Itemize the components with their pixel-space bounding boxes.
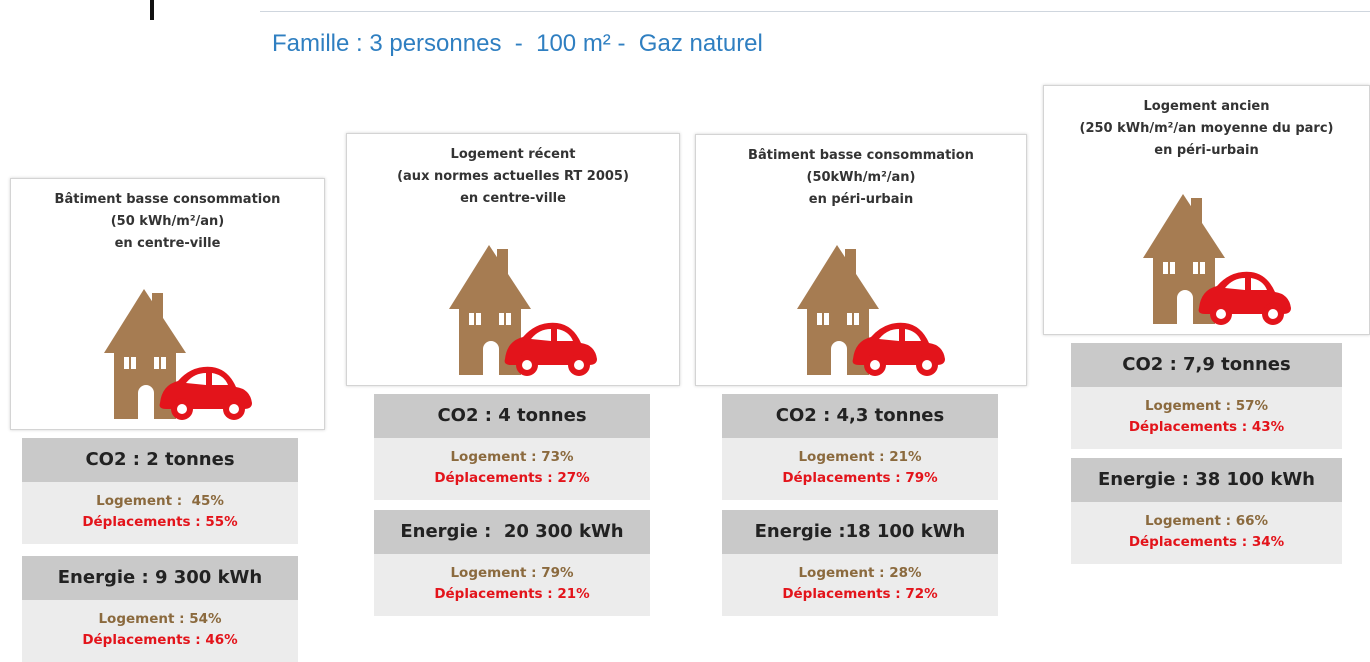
card-label: Bâtiment basse consommation (50 kWh/m²/an… — [11, 189, 324, 255]
co2-header: CO2 : 2 tonnes — [22, 438, 298, 482]
card: Bâtiment basse consommation (50 kWh/m²/an… — [10, 178, 325, 430]
energie-header: Energie : 9 300 kWh — [22, 556, 298, 600]
energie-block: Energie : 38 100 kWh Logement : 66% Déplac… — [1071, 458, 1342, 564]
deplacements-share: Déplacements : 34% — [1128, 534, 1285, 550]
label-line: en péri-urbain — [1154, 143, 1259, 158]
page-title: Famille : 3 personnes - 100 m² - Gaz nat… — [272, 30, 763, 57]
deplacements-share: Déplacements : 55% — [82, 514, 238, 530]
label-line: (50kWh/m²/an) — [806, 170, 916, 185]
co2-block: CO2 : 2 tonnes Logement : 45% Déplacements… — [22, 438, 298, 544]
house-car-icon — [94, 281, 254, 421]
co2-header: CO2 : 4 tonnes — [374, 394, 650, 438]
deplacements-share: Déplacements : 21% — [434, 586, 590, 602]
label-line: (250 kWh/m²/an moyenne du parc) — [1079, 121, 1334, 136]
energie-block: Energie : 9 300 kWh Logement : 54% Déplace… — [22, 556, 298, 662]
logement-share: Logement : 79% — [450, 565, 574, 581]
energie-header: Energie : 38 100 kWh — [1071, 458, 1342, 502]
label-line: en péri-urbain — [808, 192, 914, 207]
label-line: (50 kWh/m²/an) — [110, 214, 225, 229]
energie-block: Energie :18 100 kWh Logement : 28% Déplace… — [722, 510, 998, 616]
deplacements-share: Déplacements : 79% — [782, 470, 938, 486]
deplacements-share: Déplacements : 72% — [782, 586, 938, 602]
card-label: Logement récent (aux normes actuelles RT … — [347, 144, 679, 210]
label-line: Bâtiment basse consommation — [54, 192, 281, 207]
house-car-icon — [787, 237, 947, 377]
house-car-icon — [1133, 186, 1293, 326]
logement-share: Logement : 45% — [96, 493, 224, 509]
label-line: en centre-ville — [114, 236, 221, 251]
deplacements-share: Déplacements : 46% — [82, 632, 238, 648]
co2-block: CO2 : 4 tonnes Logement : 73% Déplacements… — [374, 394, 650, 500]
card-label: Logement ancien (250 kWh/m²/an moyenne du… — [1044, 96, 1369, 162]
co2-shares: Logement : 21% Déplacements : 79% — [722, 438, 998, 500]
co2-shares: Logement : 45% Déplacements : 55% — [22, 482, 298, 544]
co2-shares: Logement : 57% Déplacements : 43% — [1071, 387, 1342, 449]
card: Bâtiment basse consommation (50kWh/m²/an)… — [695, 134, 1027, 386]
co2-shares: Logement : 73% Déplacements : 27% — [374, 438, 650, 500]
energie-shares: Logement : 66% Déplacements : 34% — [1071, 502, 1342, 564]
energie-shares: Logement : 28% Déplacements : 72% — [722, 554, 998, 616]
top-rule — [260, 11, 1370, 12]
label-line: Logement ancien — [1143, 99, 1270, 114]
label-line: Logement récent — [450, 147, 576, 162]
logement-share: Logement : 21% — [798, 449, 922, 465]
logement-share: Logement : 54% — [98, 611, 222, 627]
house-car-icon — [439, 237, 599, 377]
logement-share: Logement : 73% — [450, 449, 574, 465]
logement-share: Logement : 57% — [1144, 398, 1269, 414]
logement-share: Logement : 28% — [798, 565, 922, 581]
co2-block: CO2 : 7,9 tonnes Logement : 57% Déplacemen… — [1071, 343, 1342, 449]
energie-shares: Logement : 79% Déplacements : 21% — [374, 554, 650, 616]
deplacements-share: Déplacements : 43% — [1128, 419, 1285, 435]
logement-share: Logement : 66% — [1144, 513, 1269, 529]
energie-header: Energie :18 100 kWh — [722, 510, 998, 554]
energie-block: Energie : 20 300 kWh Logement : 79% Déplac… — [374, 510, 650, 616]
card: Logement ancien (250 kWh/m²/an moyenne du… — [1043, 85, 1370, 335]
deplacements-share: Déplacements : 27% — [434, 470, 590, 486]
label-line: en centre-ville — [460, 191, 566, 206]
co2-header: CO2 : 4,3 tonnes — [722, 394, 998, 438]
label-line: Bâtiment basse consommation — [748, 148, 974, 163]
co2-header: CO2 : 7,9 tonnes — [1071, 343, 1342, 387]
corner-mark — [150, 0, 154, 20]
energie-header: Energie : 20 300 kWh — [374, 510, 650, 554]
card: Logement récent (aux normes actuelles RT … — [346, 133, 680, 386]
label-line: (aux normes actuelles RT 2005) — [397, 169, 629, 184]
energie-shares: Logement : 54% Déplacements : 46% — [22, 600, 298, 662]
card-label: Bâtiment basse consommation (50kWh/m²/an)… — [696, 145, 1026, 211]
co2-block: CO2 : 4,3 tonnes Logement : 21% Déplacemen… — [722, 394, 998, 500]
